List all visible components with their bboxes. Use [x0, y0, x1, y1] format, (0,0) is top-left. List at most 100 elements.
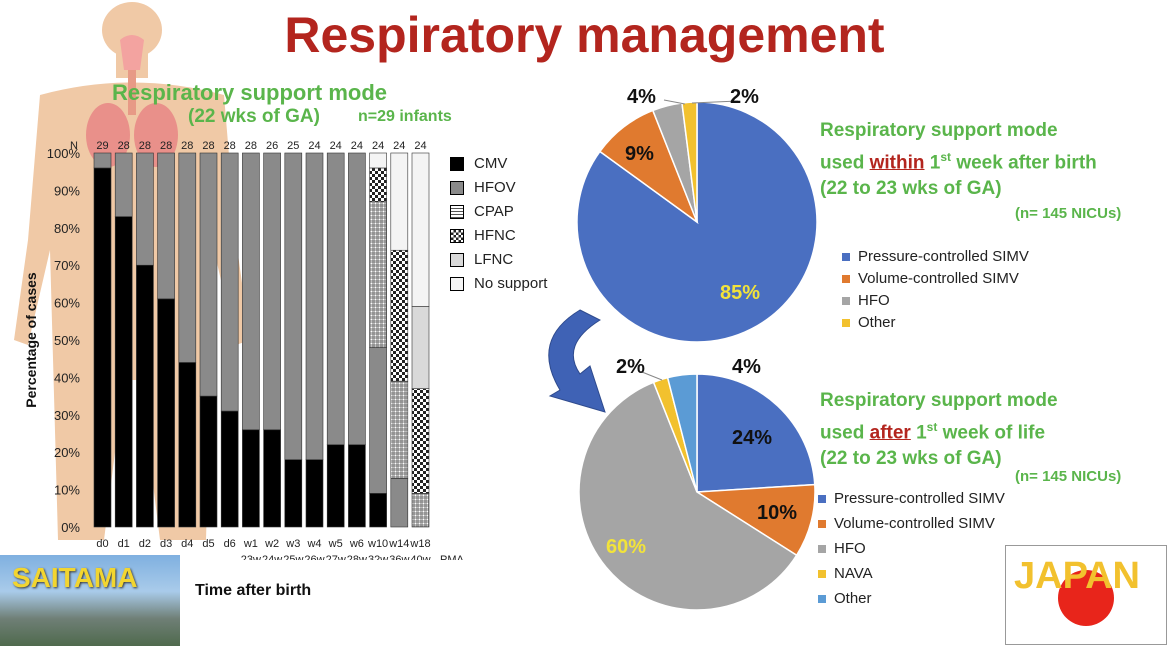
pie1-heading-emphasis: within — [869, 152, 925, 174]
pma-label: PMA — [440, 554, 465, 560]
pie2-slice — [578, 381, 798, 611]
legend-swatch — [450, 156, 464, 171]
x-tick-label: w6 — [349, 538, 364, 550]
bar-segment-hfov — [93, 152, 112, 169]
pma-tick-label: 25w — [283, 554, 303, 560]
pie1-slice-label: 9% — [625, 143, 654, 165]
bar-segment-hfov — [178, 152, 197, 363]
x-tick-label: w18 — [409, 538, 430, 550]
n-value: 24 — [414, 140, 426, 152]
x-tick-label: w3 — [285, 538, 300, 550]
y-tick-label: 80% — [54, 221, 80, 236]
pie2-heading-line3: (22 to 23 wks of GA) — [820, 448, 1002, 470]
bar-segment-hfov — [199, 152, 218, 397]
pie2-slice — [694, 483, 816, 557]
n-value: 24 — [330, 140, 342, 152]
pie2-n-note: (n= 145 NICUs) — [1015, 468, 1122, 485]
pie1-legend-item: Pressure-controlled SIMV — [842, 248, 1029, 265]
bar-legend-item: No support — [450, 275, 547, 292]
pie2-legend-item: Pressure-controlled SIMV — [818, 490, 1005, 507]
pie1-legend-item: Other — [842, 314, 896, 331]
bar-segment-hfov — [326, 152, 345, 446]
pie2-slice-label: 2% — [616, 356, 645, 378]
y-tick-label: 90% — [54, 183, 80, 198]
pma-tick-label: 24w — [262, 554, 282, 560]
legend-label: Volume-controlled SIMV — [834, 515, 995, 532]
y-tick-label: 10% — [54, 483, 80, 498]
pie1-legend-item: HFO — [842, 292, 890, 309]
legend-label: HFO — [858, 292, 890, 309]
pie2-heading: Respiratory support mode used after 1st … — [820, 388, 1058, 472]
pie2-legend-item: HFO — [818, 540, 866, 557]
legend-swatch — [842, 252, 850, 261]
legend-label: HFO — [834, 540, 866, 557]
y-tick-label: 0% — [61, 520, 80, 535]
pie1-n-note: (n= 145 NICUs) — [1015, 205, 1122, 222]
bar-chart-n-note: n=29 infants — [358, 108, 452, 125]
saitama-label: SAITAMA — [12, 562, 138, 593]
pie1-legend-item: Volume-controlled SIMV — [842, 270, 1019, 287]
n-value: 24 — [308, 140, 320, 152]
bar-segment-hfov — [305, 152, 324, 460]
legend-label: Volume-controlled SIMV — [858, 270, 1019, 287]
pma-tick-label: 27w — [326, 554, 346, 560]
x-tick-label: w2 — [264, 538, 279, 550]
bar-chart-subtitle: (22 wks of GA) — [188, 106, 320, 127]
bar-chart-title: Respiratory support mode — [112, 80, 388, 105]
stacked-bar-chart: 0% 10% 20% 30% 40% 50% 60% 70% 80% 90% 100% Percent… — [23, 140, 465, 560]
n-value: 26 — [266, 140, 278, 152]
y-tick-label: 30% — [54, 408, 80, 423]
n-value: 28 — [160, 140, 172, 152]
bar-segment-hfov — [348, 152, 366, 446]
y-tick-label: 50% — [54, 333, 80, 348]
x-tick-label: w5 — [328, 538, 343, 550]
legend-swatch — [450, 276, 464, 291]
legend-label: No support — [474, 275, 548, 292]
pie2-slice-label: 60% — [606, 536, 647, 558]
pie1-slice-label: 4% — [627, 86, 656, 108]
n-value: 28 — [202, 140, 214, 152]
pie2-heading-line2: used after 1st week of life — [820, 420, 1046, 444]
leader-line — [641, 371, 663, 381]
pma-tick-label: 26w — [304, 554, 324, 560]
bar-legend-item: LFNC — [450, 251, 513, 268]
x-tick-label: w14 — [388, 538, 409, 550]
pma-tick-label: 28w — [347, 554, 367, 560]
n-value: 24 — [393, 140, 405, 152]
y-tick-label: 100% — [47, 146, 81, 161]
pie1-slice-label: 85% — [720, 282, 761, 304]
legend-label: NAVA — [834, 565, 873, 582]
pma-tick-label: 36w — [389, 554, 409, 560]
pie1-heading-line1: Respiratory support mode — [820, 120, 1058, 141]
pie1-heading-line2: used within 1st week after birth — [820, 150, 1097, 174]
bar-segment-hfov — [136, 152, 154, 266]
n-value: 25 — [287, 140, 299, 152]
legend-swatch — [818, 544, 826, 553]
legend-label: HFOV — [474, 179, 516, 196]
pma-tick-label: 23w — [241, 554, 261, 560]
y-tick-label: 40% — [54, 370, 80, 385]
pie2-slice — [696, 373, 816, 493]
leader-line — [663, 99, 686, 105]
n-value: 28 — [118, 140, 130, 152]
legend-label: Other — [834, 590, 872, 607]
curved-arrow-icon — [548, 309, 606, 413]
x-tick-label: d3 — [160, 538, 172, 550]
pie1-heading: Respiratory support mode used within 1st… — [820, 118, 1097, 202]
n-value: 24 — [372, 140, 384, 152]
bar-legend-item: HFNC — [450, 227, 516, 244]
n-value: 28 — [224, 140, 236, 152]
x-tick-label: d6 — [224, 538, 236, 550]
legend-swatch — [842, 318, 850, 327]
legend-label: Pressure-controlled SIMV — [858, 248, 1029, 265]
bar-segment-hfov — [157, 152, 175, 300]
legend-label: LFNC — [474, 251, 514, 268]
legend-label: CMV — [474, 155, 508, 172]
n-value: 28 — [139, 140, 151, 152]
pie2-slice-label: 24% — [732, 427, 773, 449]
legend-swatch — [450, 204, 464, 219]
saitama-hospital-photo — [0, 555, 180, 646]
pma-tick-label: 32w — [368, 554, 388, 560]
bar-segment-no-support — [411, 152, 430, 307]
pie2-legend-item: NAVA — [818, 565, 873, 582]
